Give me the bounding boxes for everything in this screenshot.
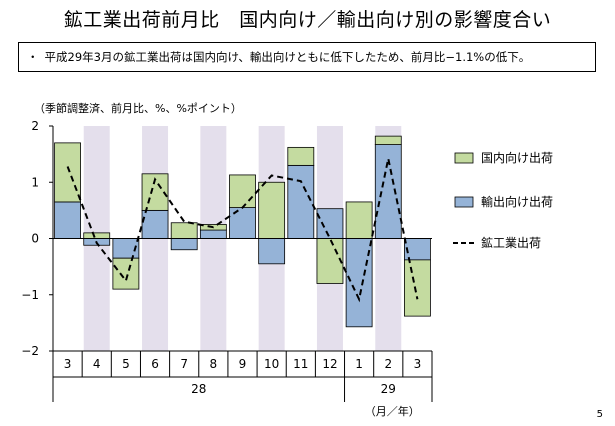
domestic-bar [287,146,315,166]
legend-total-label: 鉱工業出荷 [481,235,541,250]
export-bar [170,238,198,251]
x-tick-label: 6 [151,357,159,371]
domestic-bar [404,259,431,317]
year-label: 28 [191,382,206,396]
summary-text: 平成29年3月の鉱工業出荷は国内向け、輸出向けともに低下したため、前月比−1.1… [44,50,531,64]
line-layer [66,158,419,303]
y-tick-label: 1 [31,175,39,189]
domestic-bar [258,181,286,239]
x-tick-label: 2 [384,357,392,371]
legend-domestic-swatch [454,152,474,164]
export-bar [229,207,256,239]
x-tick-label: 10 [264,357,279,371]
legend-export-label: 輸出向け出荷 [481,194,553,209]
domestic-bar [83,232,111,239]
domestic-bar [54,142,81,203]
domestic-bar [316,238,344,284]
y-tick-label: 0 [31,232,39,246]
total-line [66,158,419,303]
y-tick-label: 2 [31,119,39,133]
x-tick-label: 7 [180,357,188,371]
legend-export-swatch [454,196,474,208]
export-bar [258,238,286,265]
domestic-bar [112,257,140,290]
x-tick-label: 12 [322,357,337,371]
domestic-bar [374,135,402,145]
x-tick-label: 11 [293,357,308,371]
page-title: 鉱工業出荷前月比 国内向け／輸出向け別の影響度合い [63,9,552,31]
x-unit-label: （月／年） [365,404,420,418]
export-bar [54,201,81,239]
x-tick-label: 9 [239,357,247,371]
x-tick-label: 4 [93,357,101,371]
export-bar [287,164,315,239]
legend-domestic-label: 国内向け出荷 [481,150,553,165]
x-tick-label: 8 [210,357,218,371]
export-bar [374,144,402,239]
year-label: 29 [381,382,396,396]
domestic-bar [345,201,373,239]
export-bar [404,238,431,261]
domestic-bar [170,222,198,239]
x-tick-label: 3 [64,357,72,371]
y-tick-label: −1 [21,288,39,302]
summary-box: ・平成29年3月の鉱工業出荷は国内向け、輸出向けともに低下したため、前月比−1.… [18,42,596,72]
bar-layer [54,135,431,328]
unit-note: （季節調整済、前月比、%、%ポイント） [34,102,242,115]
export-bar [199,229,227,239]
domestic-bar [229,174,256,208]
y-tick-label: −2 [21,344,39,358]
page-number: 5 [596,409,603,420]
summary-bullet: ・ [27,50,39,64]
export-bar [141,209,169,239]
x-tick-label: 3 [414,357,422,371]
x-tick-label: 5 [122,357,130,371]
x-tick-label: 1 [355,357,363,371]
export-bar [316,208,344,239]
